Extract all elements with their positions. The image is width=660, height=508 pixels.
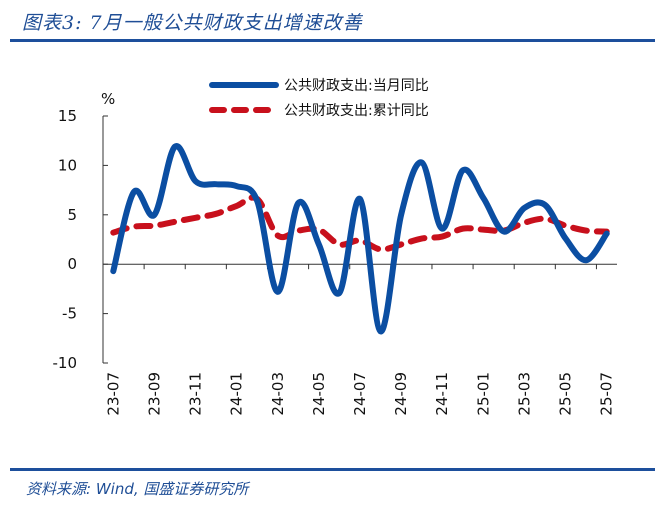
legend-label: 公共财政支出:累计同比 (284, 103, 429, 119)
x-tick-label: 25-03 (515, 372, 533, 416)
x-tick-label: 23-07 (104, 372, 122, 416)
y-tick-label: 10 (58, 156, 77, 174)
x-tick-label: 25-01 (474, 372, 492, 416)
x-tick-label: 24-03 (269, 372, 287, 416)
legend-label: 公共财政支出:当月同比 (284, 78, 429, 94)
series-layer (110, 143, 610, 335)
line-chart: -10 -5 0 5 10 15% 23-07 23-09 23-11 24-01 24-03 24-… (53, 78, 617, 416)
x-tick-label: 24-09 (392, 372, 410, 416)
y-tick-label: 0 (67, 255, 77, 273)
x-tick-label: 23-11 (187, 372, 205, 416)
y-tick-label: 5 (67, 206, 77, 224)
y-tick-label: 15 (58, 107, 77, 125)
figure-title: 图表3: 7月一般公共财政支出增速改善 (22, 12, 363, 34)
x-tick-label: 24-11 (433, 372, 451, 416)
footer-divider (10, 468, 655, 471)
x-tick-label: 23-09 (145, 372, 163, 416)
source-note: 资料来源: Wind, 国盛证券研究所 (26, 480, 249, 498)
x-tick-label: 24-07 (351, 372, 369, 416)
series-line-monthly-yoy (110, 143, 610, 335)
x-tick-label: 25-05 (557, 372, 575, 416)
x-tick-label: 24-01 (228, 372, 246, 416)
x-tick-label: 25-07 (598, 372, 616, 416)
y-tick-label: -5 (62, 305, 77, 323)
title-divider (10, 39, 655, 42)
axes: -10 -5 0 5 10 15% 23-07 23-09 23-11 24-01 24-03 24-… (53, 90, 617, 416)
y-axis-unit: % (101, 90, 115, 108)
x-tick-label: 24-05 (310, 372, 328, 416)
y-tick-label: -10 (53, 354, 78, 372)
